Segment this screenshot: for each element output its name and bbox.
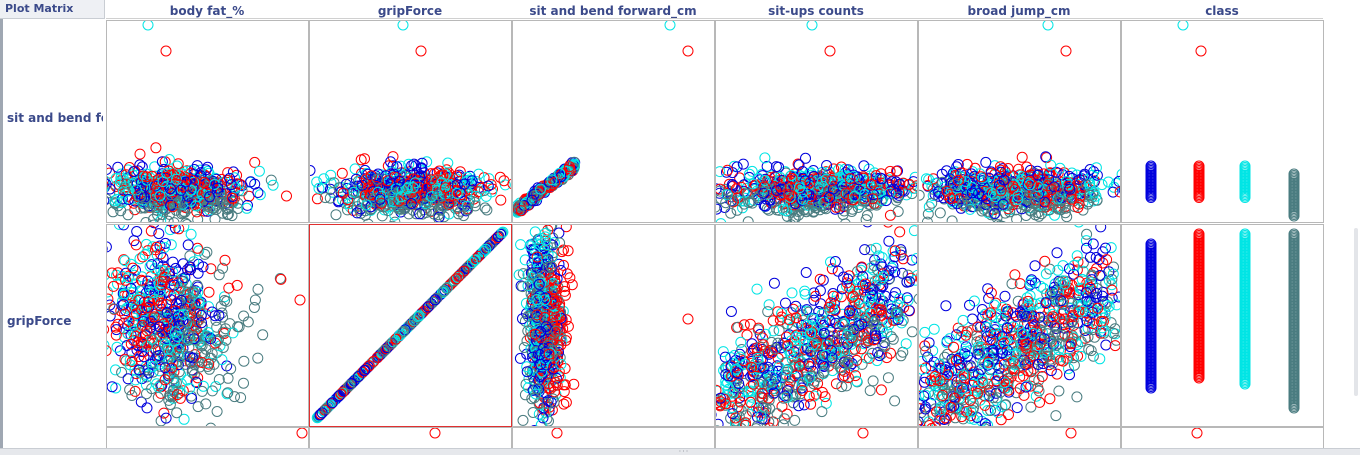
data-point [71, 193, 81, 203]
data-point [88, 336, 98, 346]
plot-cell-r2-c3 [716, 428, 918, 449]
data-point [88, 234, 98, 244]
data-point [78, 303, 88, 313]
data-point [96, 189, 106, 199]
data-point [93, 314, 103, 324]
data-point [95, 175, 105, 185]
data-point [79, 264, 89, 274]
data-point [91, 194, 101, 204]
data-point [93, 207, 103, 217]
data-point [93, 173, 103, 183]
plot-cell-r2-c0 [107, 428, 309, 449]
plot-cell-r2-c4 [919, 428, 1121, 449]
plot-cell-r2-c2 [513, 428, 715, 449]
data-point [92, 170, 102, 180]
data-point [84, 284, 94, 294]
data-point [70, 197, 80, 207]
data-point [93, 181, 103, 191]
data-point [93, 370, 103, 380]
data-point [93, 355, 103, 365]
data-point [49, 195, 59, 205]
plot-cell-r2-c5 [1122, 428, 1324, 449]
plot-cell-r2-c1 [310, 428, 512, 449]
data-point [78, 174, 88, 184]
data-point [90, 196, 100, 206]
data-point [97, 267, 107, 277]
scatter-plot-matrix[interactable] [0, 0, 1352, 448]
data-point [97, 182, 107, 192]
data-point [97, 244, 107, 254]
data-point [96, 362, 106, 372]
data-point [69, 185, 79, 195]
